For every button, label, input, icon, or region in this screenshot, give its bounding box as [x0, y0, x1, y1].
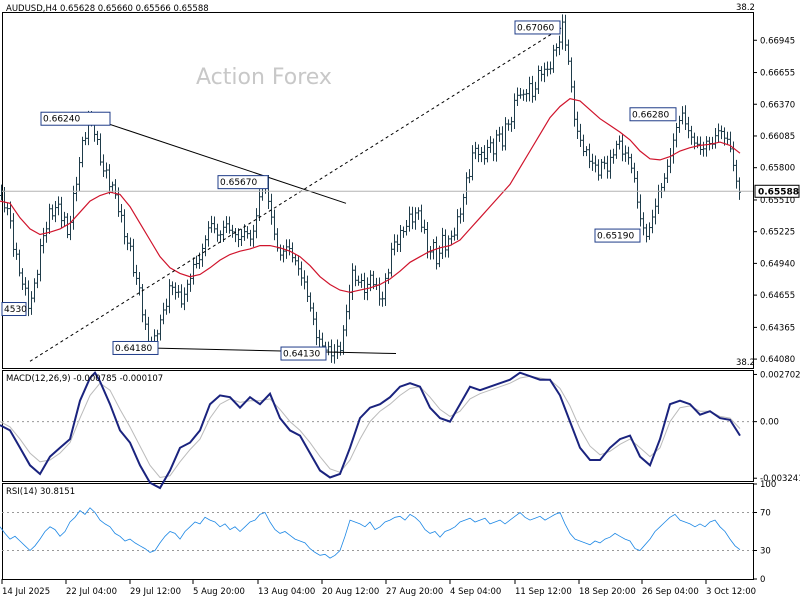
trendline [92, 118, 347, 204]
current-price-box [754, 184, 800, 198]
rsi-axis-label: 30 [760, 547, 771, 557]
corner-label-top: 38.2 [736, 3, 755, 13]
price-axis-label: 0.65225 [760, 228, 795, 238]
price-axis-label: 0.64080 [760, 355, 795, 365]
price-axis-label: 0.66945 [760, 36, 795, 46]
price-label-0.65670: 0.65670 [220, 178, 257, 188]
price-label-0.65670-box [217, 175, 269, 190]
time-axis-label: 14 Jul 2025 [2, 587, 50, 597]
macd-label: MACD(12,26,9) -0.000785 -0.000107 [6, 374, 163, 384]
price-label-0.65190: 0.65190 [597, 232, 634, 242]
macd-panel [2, 370, 754, 482]
macd-axis-label: -0.003241 [760, 474, 800, 484]
price-label-0.66280: 0.66280 [632, 110, 669, 120]
price-label-0.64130: 0.64130 [283, 350, 320, 360]
chart-header: AUDUSD,H4 0.65628 0.65660 0.65566 0.6558… [6, 4, 209, 14]
price-label-0.66240-box [40, 111, 111, 126]
price-axis-label: 0.65510 [760, 196, 795, 206]
price-label-0.66240: 0.66240 [43, 115, 80, 125]
time-axis-label: 26 Sep 04:00 [642, 587, 699, 597]
time-axis-label: 3 Oct 12:00 [706, 587, 756, 597]
time-axis-label: 4 Sep 04:00 [450, 587, 501, 597]
macd-axis-label: 0.00 [760, 418, 779, 428]
time-axis-label: 20 Aug 12:00 [322, 587, 379, 597]
time-axis-label: 5 Aug 20:00 [193, 587, 245, 597]
price-label-0.64130-box [280, 346, 327, 361]
macd-line [0, 371, 741, 490]
price-axis-label: 0.66085 [760, 132, 795, 142]
rsi-axis-label: 70 [760, 509, 771, 519]
price-panel [2, 12, 754, 369]
moving-average-line [0, 98, 741, 293]
rsi-axis-label: 100 [760, 480, 776, 490]
price-label-0.65190-box [594, 228, 641, 243]
price-label-0.64180-box [112, 340, 159, 355]
price-axis-label: 0.65800 [760, 164, 795, 174]
price-label-4530-box [1, 302, 27, 317]
price-label-0.67060-box [514, 20, 561, 35]
price-axis-label: 0.64940 [760, 259, 795, 269]
price-label-0.64180: 0.64180 [115, 344, 152, 354]
macd-signal-line [0, 375, 741, 479]
corner-label-bottom: 38.2 [736, 358, 755, 368]
time-axis-label: 27 Aug 20:00 [386, 587, 443, 597]
price-axis-label: 0.64655 [760, 291, 795, 301]
price-axis-label: 0.66370 [760, 100, 795, 110]
time-axis-label: 18 Sep 20:00 [579, 587, 636, 597]
time-axis-label: 11 Sep 12:00 [515, 587, 572, 597]
current-price-label: 0.65588 [758, 187, 799, 197]
macd-axis-label: 0.002702 [760, 370, 800, 380]
rsi-line [0, 507, 741, 559]
time-axis-label: 29 Jul 12:00 [130, 587, 181, 597]
time-axis-label: 22 Jul 04:00 [66, 587, 117, 597]
rsi-panel [2, 483, 754, 580]
price-axis-label: 0.66655 [760, 69, 795, 79]
price-label-0.66280-box [629, 107, 677, 122]
trendline [29, 27, 563, 362]
trendline [149, 347, 397, 355]
time-axis-label: 13 Aug 04:00 [258, 587, 315, 597]
price-label-0.67060: 0.67060 [517, 23, 554, 33]
watermark: Action Forex [196, 65, 332, 90]
price-axis-label: 0.64365 [760, 323, 795, 333]
rsi-axis-label: 0 [760, 575, 765, 585]
price-label-4530: 4530 [4, 305, 27, 315]
rsi-label: RSI(14) 30.8151 [6, 487, 75, 497]
